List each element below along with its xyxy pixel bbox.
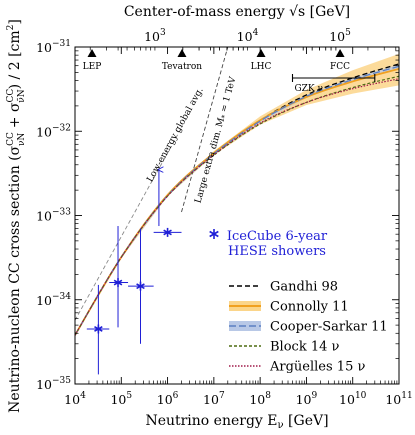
x-tick-label: 1010 [339, 391, 367, 407]
top-axis-title: Center-of-mass energy √s [GeV] [124, 4, 350, 20]
axes: 104 105 106 107 108 109 1010 1011 10−35 10−34 10−3… [36, 28, 413, 407]
collider-markers: LEP Tevatron LHC FCC GZK ν [83, 49, 376, 94]
curve-gandhi-98 [75, 63, 399, 336]
collider-label-fcc: FCC [330, 62, 350, 72]
y-tick-label: 10−33 [36, 208, 71, 224]
x-axis-title: Neutrino energy Eν [GeV] [145, 413, 328, 431]
legend-label-cooper-sarkar-11: Cooper-Sarkar 11 [270, 320, 388, 335]
collider-label-lhc: LHC [251, 62, 272, 72]
band-cooper-sarkar-11 [75, 64, 399, 336]
icecube-point-2 [136, 281, 145, 291]
uncertainty-bands [75, 53, 399, 337]
legend: Gandhi 98 Connolly 11 Cooper-Sarkar 11 Bloc… [229, 280, 388, 375]
x-tick-label: 106 [157, 391, 179, 407]
curve-cooper-sarkar-11 [75, 65, 399, 336]
icecube-point-1 [113, 278, 123, 288]
x-tick-label: 108 [249, 391, 271, 407]
reference-line-0 [75, 127, 182, 321]
icecube-legend-star [209, 229, 219, 239]
x-tick-label: 105 [110, 391, 132, 407]
top-tick-label: 105 [329, 28, 351, 44]
curve-block-14- [75, 75, 399, 336]
plot-frame [74, 46, 400, 385]
collider-marker-tevatron [177, 49, 187, 57]
legend-label-gandhi-98: Gandhi 98 [270, 280, 338, 295]
y-tick-label: 10−35 [36, 376, 71, 392]
band-connolly-11 [75, 53, 399, 337]
legend-label-connolly-11: Connolly 11 [270, 300, 349, 315]
collider-marker-lep [87, 49, 97, 57]
icecube-label-line1: IceCube 6-year [227, 229, 328, 244]
top-tick-label: 104 [237, 28, 259, 44]
icecube-data [86, 170, 219, 375]
model-curves [75, 63, 399, 336]
collider-label-tevatron: Tevatron [162, 62, 202, 72]
curve-arg-elles-15- [75, 78, 399, 336]
reference-lines [75, 47, 229, 321]
y-tick-label: 10−31 [36, 39, 71, 55]
icecube-label-line2: HESE showers [228, 244, 326, 259]
x-tick-label: 1011 [385, 391, 412, 407]
top-tick-label: 103 [144, 28, 166, 44]
x-tick-label: 109 [296, 391, 318, 407]
x-tick-label: 107 [203, 391, 225, 407]
y-tick-label: 10−34 [36, 292, 71, 308]
y-tick-label: 10−32 [36, 123, 71, 139]
legend-label-block-14-: Block 14 ν [270, 340, 340, 355]
collider-label-lep: LEP [83, 62, 102, 72]
collider-marker-lhc [256, 49, 266, 57]
x-tick-label: 104 [64, 391, 86, 407]
icecube-point-0 [94, 324, 103, 334]
collider-marker-fcc [335, 49, 345, 57]
curve-connolly-11 [75, 68, 399, 336]
legend-label-arg-elles-15-: Argüelles 15 ν [269, 360, 365, 375]
reference-line-1 [181, 47, 229, 213]
y-axis-title: Neutrino-nucleon CC cross section (σCCνN… [6, 19, 27, 413]
icecube-point-3 [163, 227, 172, 237]
gzk-label: GZK ν [294, 84, 323, 94]
